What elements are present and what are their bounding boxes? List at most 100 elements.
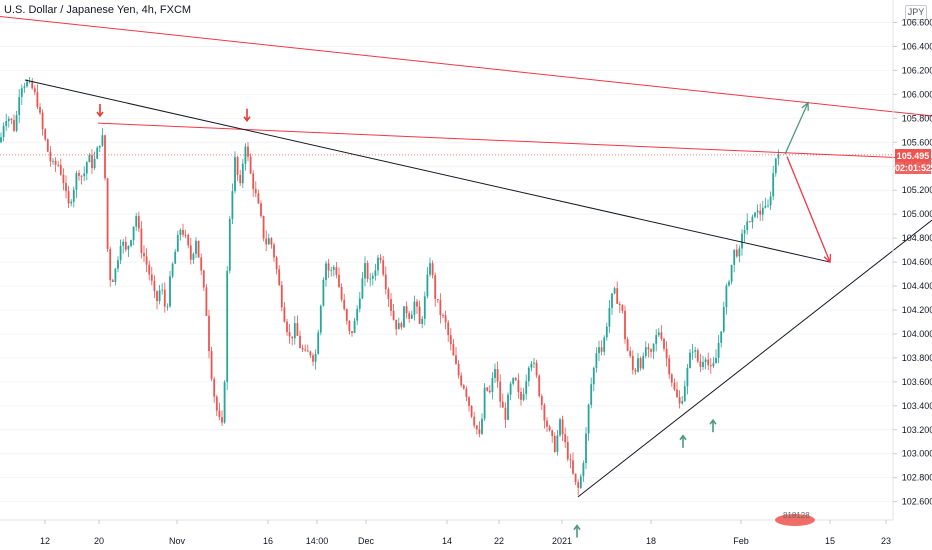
candle-body: [759, 210, 762, 215]
y-tick-label: 104.000: [902, 329, 932, 339]
candle-body: [5, 121, 8, 127]
candle-body: [657, 332, 660, 336]
candle-body: [559, 419, 561, 436]
chart-grid: [0, 22, 893, 503]
candle-body: [156, 291, 158, 302]
candle-body: [171, 263, 174, 277]
candle-body: [325, 263, 327, 280]
candle-body: [442, 315, 444, 316]
candle-body: [210, 351, 213, 379]
candle-body: [512, 377, 515, 384]
candle-body: [101, 135, 104, 146]
candle-body: [364, 263, 366, 279]
candle-body: [434, 275, 437, 299]
candle-body: [65, 183, 67, 192]
candle-body: [465, 388, 468, 398]
candle-body: [540, 396, 543, 406]
candle-body: [774, 158, 777, 174]
candle-body: [603, 337, 606, 352]
candle-body: [572, 460, 574, 474]
candle-body: [215, 396, 218, 411]
candle-body: [179, 229, 182, 235]
candle-body: [777, 154, 780, 159]
candle-body: [676, 389, 678, 398]
candle-body: [322, 279, 325, 306]
candle-body: [67, 191, 70, 204]
up-arrow-head: [573, 524, 581, 531]
candle-body: [525, 381, 528, 394]
candle-body: [189, 245, 192, 260]
candle-body: [668, 358, 671, 375]
x-tick-label: 2021: [552, 536, 572, 546]
candle-body: [130, 240, 132, 246]
candle-body: [486, 387, 489, 391]
candle-body: [647, 347, 650, 350]
candle-body: [20, 88, 23, 97]
candle-body: [254, 189, 257, 194]
candle-body: [93, 158, 96, 169]
candle-body: [522, 393, 525, 400]
time-axis: 12 20 Nov 16 14:00 Dec 14 22 2021 18 Feb 15 23: [40, 520, 891, 546]
candle-body: [439, 300, 442, 316]
y-tick-label: 106.200: [902, 65, 932, 75]
y-tick-label: 105.200: [902, 185, 932, 195]
symbol-title: U.S. Dollar / Japanese Yen, 4h, FXCM: [4, 4, 192, 16]
candle-body: [0, 137, 2, 143]
candle-body: [49, 151, 52, 162]
y-tick-label: 102.600: [902, 497, 932, 507]
candle-body: [13, 119, 15, 131]
currency-badge[interactable]: JPY: [905, 5, 927, 20]
candle-body: [483, 387, 486, 419]
candle-body: [527, 367, 530, 382]
trendlines: [0, 16, 932, 498]
candle-body: [119, 245, 122, 261]
candle-body: [738, 248, 741, 257]
candle-body: [395, 319, 398, 330]
candle-body: [387, 289, 390, 300]
candle-body: [756, 210, 759, 213]
watermark-text: 818128: [783, 511, 810, 520]
candle-body: [722, 307, 725, 332]
candle-body: [111, 280, 114, 282]
candle-body: [150, 274, 153, 281]
candle-body: [18, 96, 21, 116]
candle-body: [192, 253, 195, 260]
candle-body: [678, 397, 681, 404]
candle-body: [371, 275, 374, 279]
candle-body: [462, 385, 465, 389]
candle-body: [530, 363, 533, 368]
candle-body: [473, 416, 476, 426]
candle-body: [161, 289, 164, 291]
candle-body: [262, 215, 265, 239]
candle-body: [70, 201, 73, 204]
candle-body: [574, 473, 577, 483]
candle-body: [642, 356, 645, 369]
candle-body: [335, 267, 338, 275]
candle-body: [39, 107, 41, 113]
price-tag-bg: [895, 149, 931, 162]
candle-body: [288, 332, 291, 337]
y-tick-label: 102.800: [902, 473, 932, 483]
candle-body: [431, 263, 434, 276]
candle-body: [273, 244, 275, 258]
candle-body: [46, 139, 49, 152]
y-tick-label: 105.800: [902, 113, 932, 123]
candle-body: [23, 86, 26, 89]
countdown-tag-bg: [895, 162, 931, 174]
candle-body: [488, 390, 491, 393]
candle-body: [7, 118, 10, 122]
y-tick-label: 106.400: [902, 41, 932, 51]
x-tick-label: Nov: [169, 536, 186, 546]
candle-body: [421, 318, 424, 324]
candle-body: [639, 358, 642, 369]
candle-body: [143, 252, 145, 257]
candle-body: [98, 145, 101, 148]
candle-body: [148, 264, 151, 275]
candle-body: [707, 359, 710, 366]
candle-body: [660, 332, 663, 339]
candle-body: [26, 81, 28, 87]
y-tick-label: 104.600: [902, 257, 932, 267]
candle-body: [384, 274, 387, 290]
candle-body: [176, 234, 179, 252]
